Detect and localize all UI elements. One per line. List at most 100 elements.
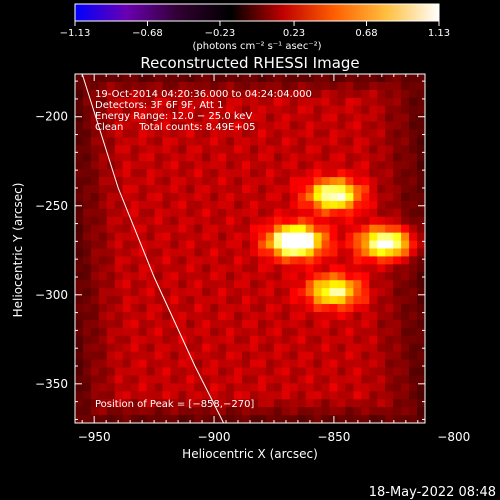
heatmap-cell bbox=[313, 232, 323, 242]
heatmap-cell bbox=[226, 415, 235, 423]
heatmap-cell bbox=[409, 415, 418, 423]
heatmap-cell bbox=[162, 407, 172, 416]
heatmap-cell bbox=[162, 200, 172, 210]
heatmap-cell bbox=[393, 343, 402, 353]
heatmap-cell bbox=[297, 272, 307, 281]
heatmap-cell bbox=[186, 113, 195, 123]
heatmap-cell bbox=[210, 296, 219, 305]
heatmap-cell bbox=[353, 264, 362, 273]
heatmap-cell bbox=[178, 105, 187, 115]
heatmap-cell bbox=[377, 415, 386, 423]
heatmap-cell bbox=[393, 161, 402, 170]
heatmap-cell bbox=[361, 375, 370, 384]
heatmap-cell bbox=[329, 177, 339, 186]
heatmap-cell bbox=[265, 327, 275, 337]
heatmap-cell bbox=[401, 399, 410, 408]
heatmap-cell bbox=[385, 311, 394, 321]
heatmap-cell bbox=[98, 359, 108, 369]
heatmap-cell bbox=[242, 177, 251, 186]
heatmap-cell bbox=[321, 296, 331, 305]
heatmap-cell bbox=[146, 74, 156, 83]
heatmap-cell bbox=[122, 288, 132, 297]
heatmap-cell bbox=[178, 145, 187, 154]
heatmap-cell bbox=[122, 335, 132, 345]
heatmap-cell bbox=[353, 200, 362, 210]
heatmap-cell bbox=[114, 248, 124, 258]
heatmap-cell bbox=[170, 113, 179, 123]
heatmap-cell bbox=[377, 113, 386, 123]
heatmap-cell bbox=[337, 383, 347, 392]
heatmap-cell bbox=[281, 367, 291, 377]
heatmap-cell bbox=[90, 399, 100, 408]
heatmap-cell bbox=[162, 359, 172, 369]
heatmap-cell bbox=[401, 280, 410, 289]
heatmap-cell bbox=[409, 296, 418, 305]
heatmap-cell bbox=[369, 264, 378, 273]
heatmap-cell bbox=[345, 113, 354, 123]
heatmap-cell bbox=[385, 153, 394, 162]
heatmap-cell bbox=[393, 169, 402, 178]
heatmap-cell bbox=[361, 264, 370, 273]
heatmap-cell bbox=[250, 208, 259, 218]
heatmap-cell bbox=[75, 200, 84, 210]
heatmap-cell bbox=[170, 383, 179, 392]
heatmap-cell bbox=[106, 129, 116, 139]
heatmap-cell bbox=[202, 105, 211, 115]
heatmap-cell bbox=[82, 129, 92, 139]
heatmap-cell bbox=[218, 383, 227, 392]
heatmap-cell bbox=[329, 327, 339, 337]
heatmap-cell bbox=[401, 81, 410, 91]
heatmap-cell bbox=[210, 359, 219, 369]
heatmap-cell bbox=[265, 272, 275, 281]
heatmap-cell bbox=[202, 97, 211, 107]
heatmap-cell bbox=[297, 367, 307, 377]
heatmap-cell bbox=[321, 327, 331, 337]
heatmap-cell bbox=[417, 304, 425, 313]
heatmap-cell bbox=[226, 343, 235, 353]
heatmap-cell bbox=[265, 137, 275, 146]
heatmap-cell bbox=[98, 177, 108, 186]
heatmap-cell bbox=[122, 264, 132, 273]
heatmap-cell bbox=[345, 280, 354, 289]
heatmap-cell bbox=[194, 264, 203, 273]
heatmap-cell bbox=[162, 256, 172, 265]
heatmap-cell bbox=[273, 169, 283, 178]
heatmap-cell bbox=[130, 161, 140, 170]
heatmap-cell bbox=[106, 319, 116, 329]
heatmap-cell bbox=[90, 208, 100, 218]
heatmap-cell bbox=[90, 192, 100, 202]
heatmap-cell bbox=[289, 311, 299, 321]
heatmap-cell bbox=[377, 272, 386, 281]
heatmap-cell bbox=[234, 240, 243, 250]
heatmap-cell bbox=[353, 121, 362, 131]
heatmap-cell bbox=[178, 304, 187, 313]
heatmap-cell bbox=[170, 145, 179, 154]
heatmap-cell bbox=[122, 351, 132, 361]
heatmap-cell bbox=[226, 248, 235, 258]
heatmap-cell bbox=[353, 335, 362, 345]
heatmap-cell bbox=[186, 335, 195, 345]
heatmap-cell bbox=[361, 153, 370, 162]
heatmap-cell bbox=[321, 161, 331, 170]
heatmap-cell bbox=[369, 97, 378, 107]
heatmap-cell bbox=[417, 399, 425, 408]
heatmap-cell bbox=[250, 169, 259, 178]
heatmap-cell bbox=[417, 97, 425, 107]
heatmap-cell bbox=[417, 391, 425, 400]
heatmap-cell bbox=[401, 97, 410, 107]
heatmap-cell bbox=[329, 200, 339, 210]
heatmap-cell bbox=[218, 240, 227, 250]
heatmap-cell bbox=[337, 224, 347, 234]
heatmap-cell bbox=[146, 97, 156, 107]
heatmap-cell bbox=[417, 288, 425, 297]
heatmap-cell bbox=[297, 97, 307, 107]
heatmap-cell bbox=[265, 335, 275, 345]
heatmap-cell bbox=[162, 327, 172, 337]
heatmap-cell bbox=[130, 192, 140, 202]
heatmap-cell bbox=[313, 137, 323, 146]
heatmap-cell bbox=[257, 327, 267, 337]
heatmap-cell bbox=[218, 375, 227, 384]
heatmap-cell bbox=[122, 216, 132, 226]
heatmap-cell bbox=[90, 248, 100, 258]
heatmap-cell bbox=[210, 153, 219, 162]
